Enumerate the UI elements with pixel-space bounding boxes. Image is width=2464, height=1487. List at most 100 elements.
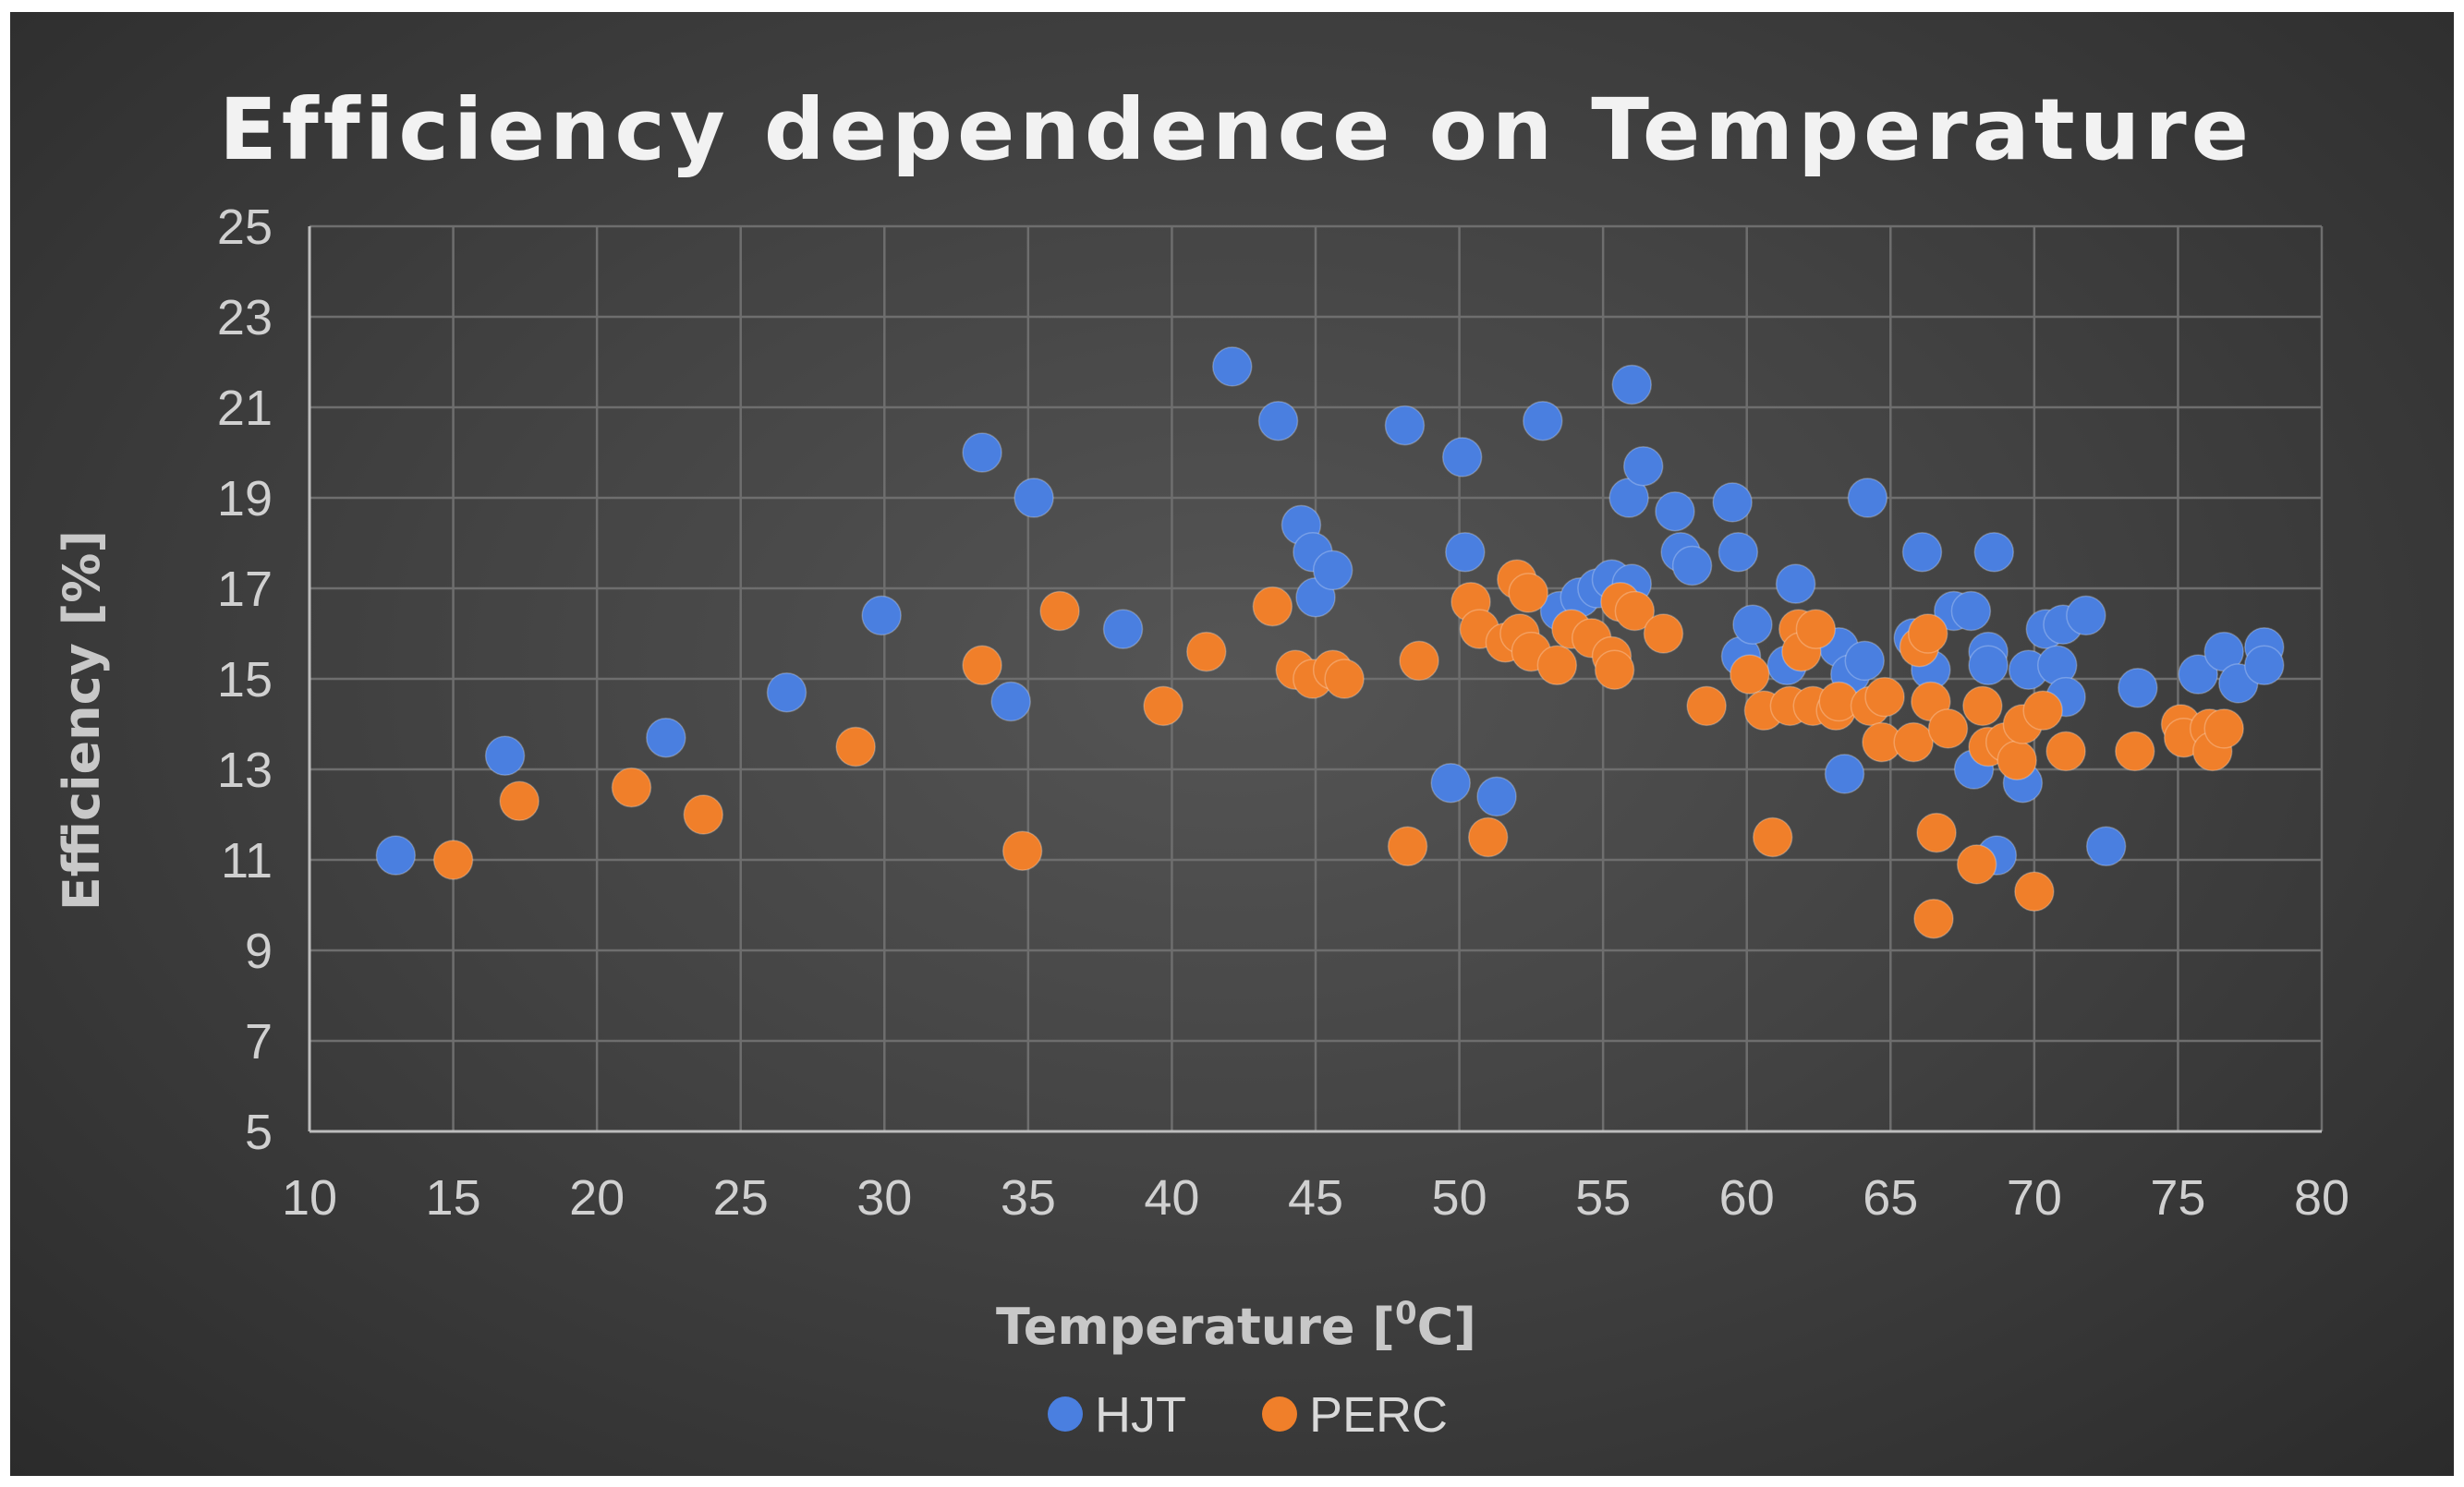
perc-point — [1252, 586, 1293, 627]
perc-point — [1795, 609, 1837, 649]
hjt-point — [1102, 609, 1144, 649]
perc-point — [1893, 721, 1934, 763]
hjt-point — [1968, 645, 2009, 686]
y-tick-label: 9 — [245, 924, 273, 979]
x-tick-label: 25 — [713, 1170, 769, 1226]
perc-point — [1907, 613, 1948, 654]
perc-point — [1508, 573, 1548, 613]
hjt-point — [1775, 563, 1816, 604]
perc-point — [1399, 640, 1439, 682]
perc-point — [499, 780, 540, 822]
perc-point — [1927, 708, 1969, 749]
perc-point — [1643, 613, 1684, 654]
perc-point — [1752, 816, 1793, 858]
hjt-point — [1973, 532, 2015, 573]
x-tick-label: 45 — [1288, 1170, 1343, 1226]
hjt-point — [1824, 754, 1865, 794]
perc-point — [2022, 690, 2063, 731]
hjt-point — [1257, 400, 1299, 441]
legend-perc-label: PERC — [1309, 1387, 1448, 1443]
x-tick-label: 35 — [1001, 1170, 1056, 1226]
perc-point — [1467, 816, 1509, 858]
hjt-point — [1441, 437, 1483, 478]
perc-point — [2045, 731, 2086, 772]
x-axis-title-superscript: 0 — [1395, 1295, 1417, 1332]
perc-point — [1864, 676, 1905, 718]
hjt-point — [1655, 490, 1695, 532]
x-tick-label: 65 — [1863, 1170, 1918, 1226]
y-tick-label: 25 — [217, 199, 273, 255]
hjt-point — [1901, 532, 1943, 573]
perc-point — [1962, 685, 2003, 727]
perc-point — [683, 794, 724, 835]
perc-point — [2014, 871, 2055, 913]
perc-point — [2115, 731, 2155, 772]
hjt-point — [1712, 482, 1753, 523]
x-tick-label: 20 — [569, 1170, 625, 1226]
hjt-point — [1384, 405, 1426, 446]
x-tick-label: 15 — [426, 1170, 481, 1226]
y-tick-labels: 5 7 9 11 13 15 17 19 21 23 25 — [217, 199, 273, 1160]
perc-point — [1730, 654, 1770, 695]
perc-point — [1143, 685, 1183, 727]
x-tick-label: 40 — [1144, 1170, 1199, 1226]
hjt-point — [990, 681, 1031, 722]
perc-point — [962, 645, 1002, 686]
series-perc — [432, 559, 2244, 939]
hjt-point — [1950, 590, 1992, 632]
x-axis-title: Temperature [0C] — [996, 1295, 1476, 1356]
x-tick-label: 60 — [1719, 1170, 1775, 1226]
hjt-point — [2085, 826, 2127, 867]
y-axis-title: Efficiency [%] — [53, 530, 111, 911]
perc-point — [1387, 826, 1428, 867]
hjt-point — [1523, 400, 1563, 441]
y-tick-label: 11 — [221, 833, 273, 889]
hjt-point — [375, 835, 417, 876]
y-tick-label: 17 — [217, 562, 273, 617]
hjt-point — [1312, 550, 1353, 591]
chart-title: Efficiency dependence on Temperature — [219, 80, 2253, 179]
hjt-point — [1671, 545, 1713, 586]
hjt-point — [646, 717, 686, 758]
perc-point — [432, 840, 474, 880]
hjt-point — [1844, 640, 1886, 682]
perc-point — [1956, 844, 1997, 885]
hjt-point — [1445, 532, 1486, 573]
perc-point — [611, 767, 652, 808]
hjt-point — [2066, 595, 2106, 636]
hjt-point — [962, 432, 1002, 473]
perc-point — [1186, 631, 1227, 672]
y-tick-label: 15 — [217, 652, 273, 707]
x-tick-label: 70 — [2007, 1170, 2062, 1226]
x-axis-title-main: Temperature [ — [996, 1298, 1395, 1356]
legend-hjt-label: HJT — [1095, 1387, 1186, 1443]
perc-point — [835, 726, 876, 768]
hjt-point — [1847, 478, 1888, 518]
chart-background — [10, 12, 2454, 1476]
legend-perc-marker — [1262, 1396, 1297, 1432]
perc-point — [1686, 685, 1727, 727]
y-tick-label: 19 — [217, 471, 273, 526]
x-tick-label: 80 — [2294, 1170, 2349, 1226]
data-points — [375, 346, 2285, 939]
legend: HJT PERC — [1048, 1387, 1448, 1443]
perc-point — [1614, 590, 1656, 632]
hjt-point — [2178, 654, 2218, 695]
x-tick-label: 75 — [2150, 1170, 2205, 1226]
hjt-point — [1212, 346, 1253, 387]
hjt-point — [766, 671, 807, 713]
perc-point — [1001, 830, 1043, 871]
y-tick-label: 13 — [217, 743, 273, 798]
hjt-point — [1732, 604, 1773, 645]
x-tick-label: 30 — [856, 1170, 912, 1226]
legend-hjt-marker — [1048, 1396, 1083, 1432]
hjt-point — [1611, 364, 1653, 405]
x-axis-title-unit: C] — [1417, 1298, 1476, 1356]
hjt-point — [484, 735, 526, 777]
perc-point — [1324, 659, 1365, 699]
y-tick-label: 23 — [217, 290, 273, 345]
axes — [308, 226, 2322, 1133]
hjt-point — [861, 595, 902, 636]
perc-point — [1594, 649, 1635, 690]
